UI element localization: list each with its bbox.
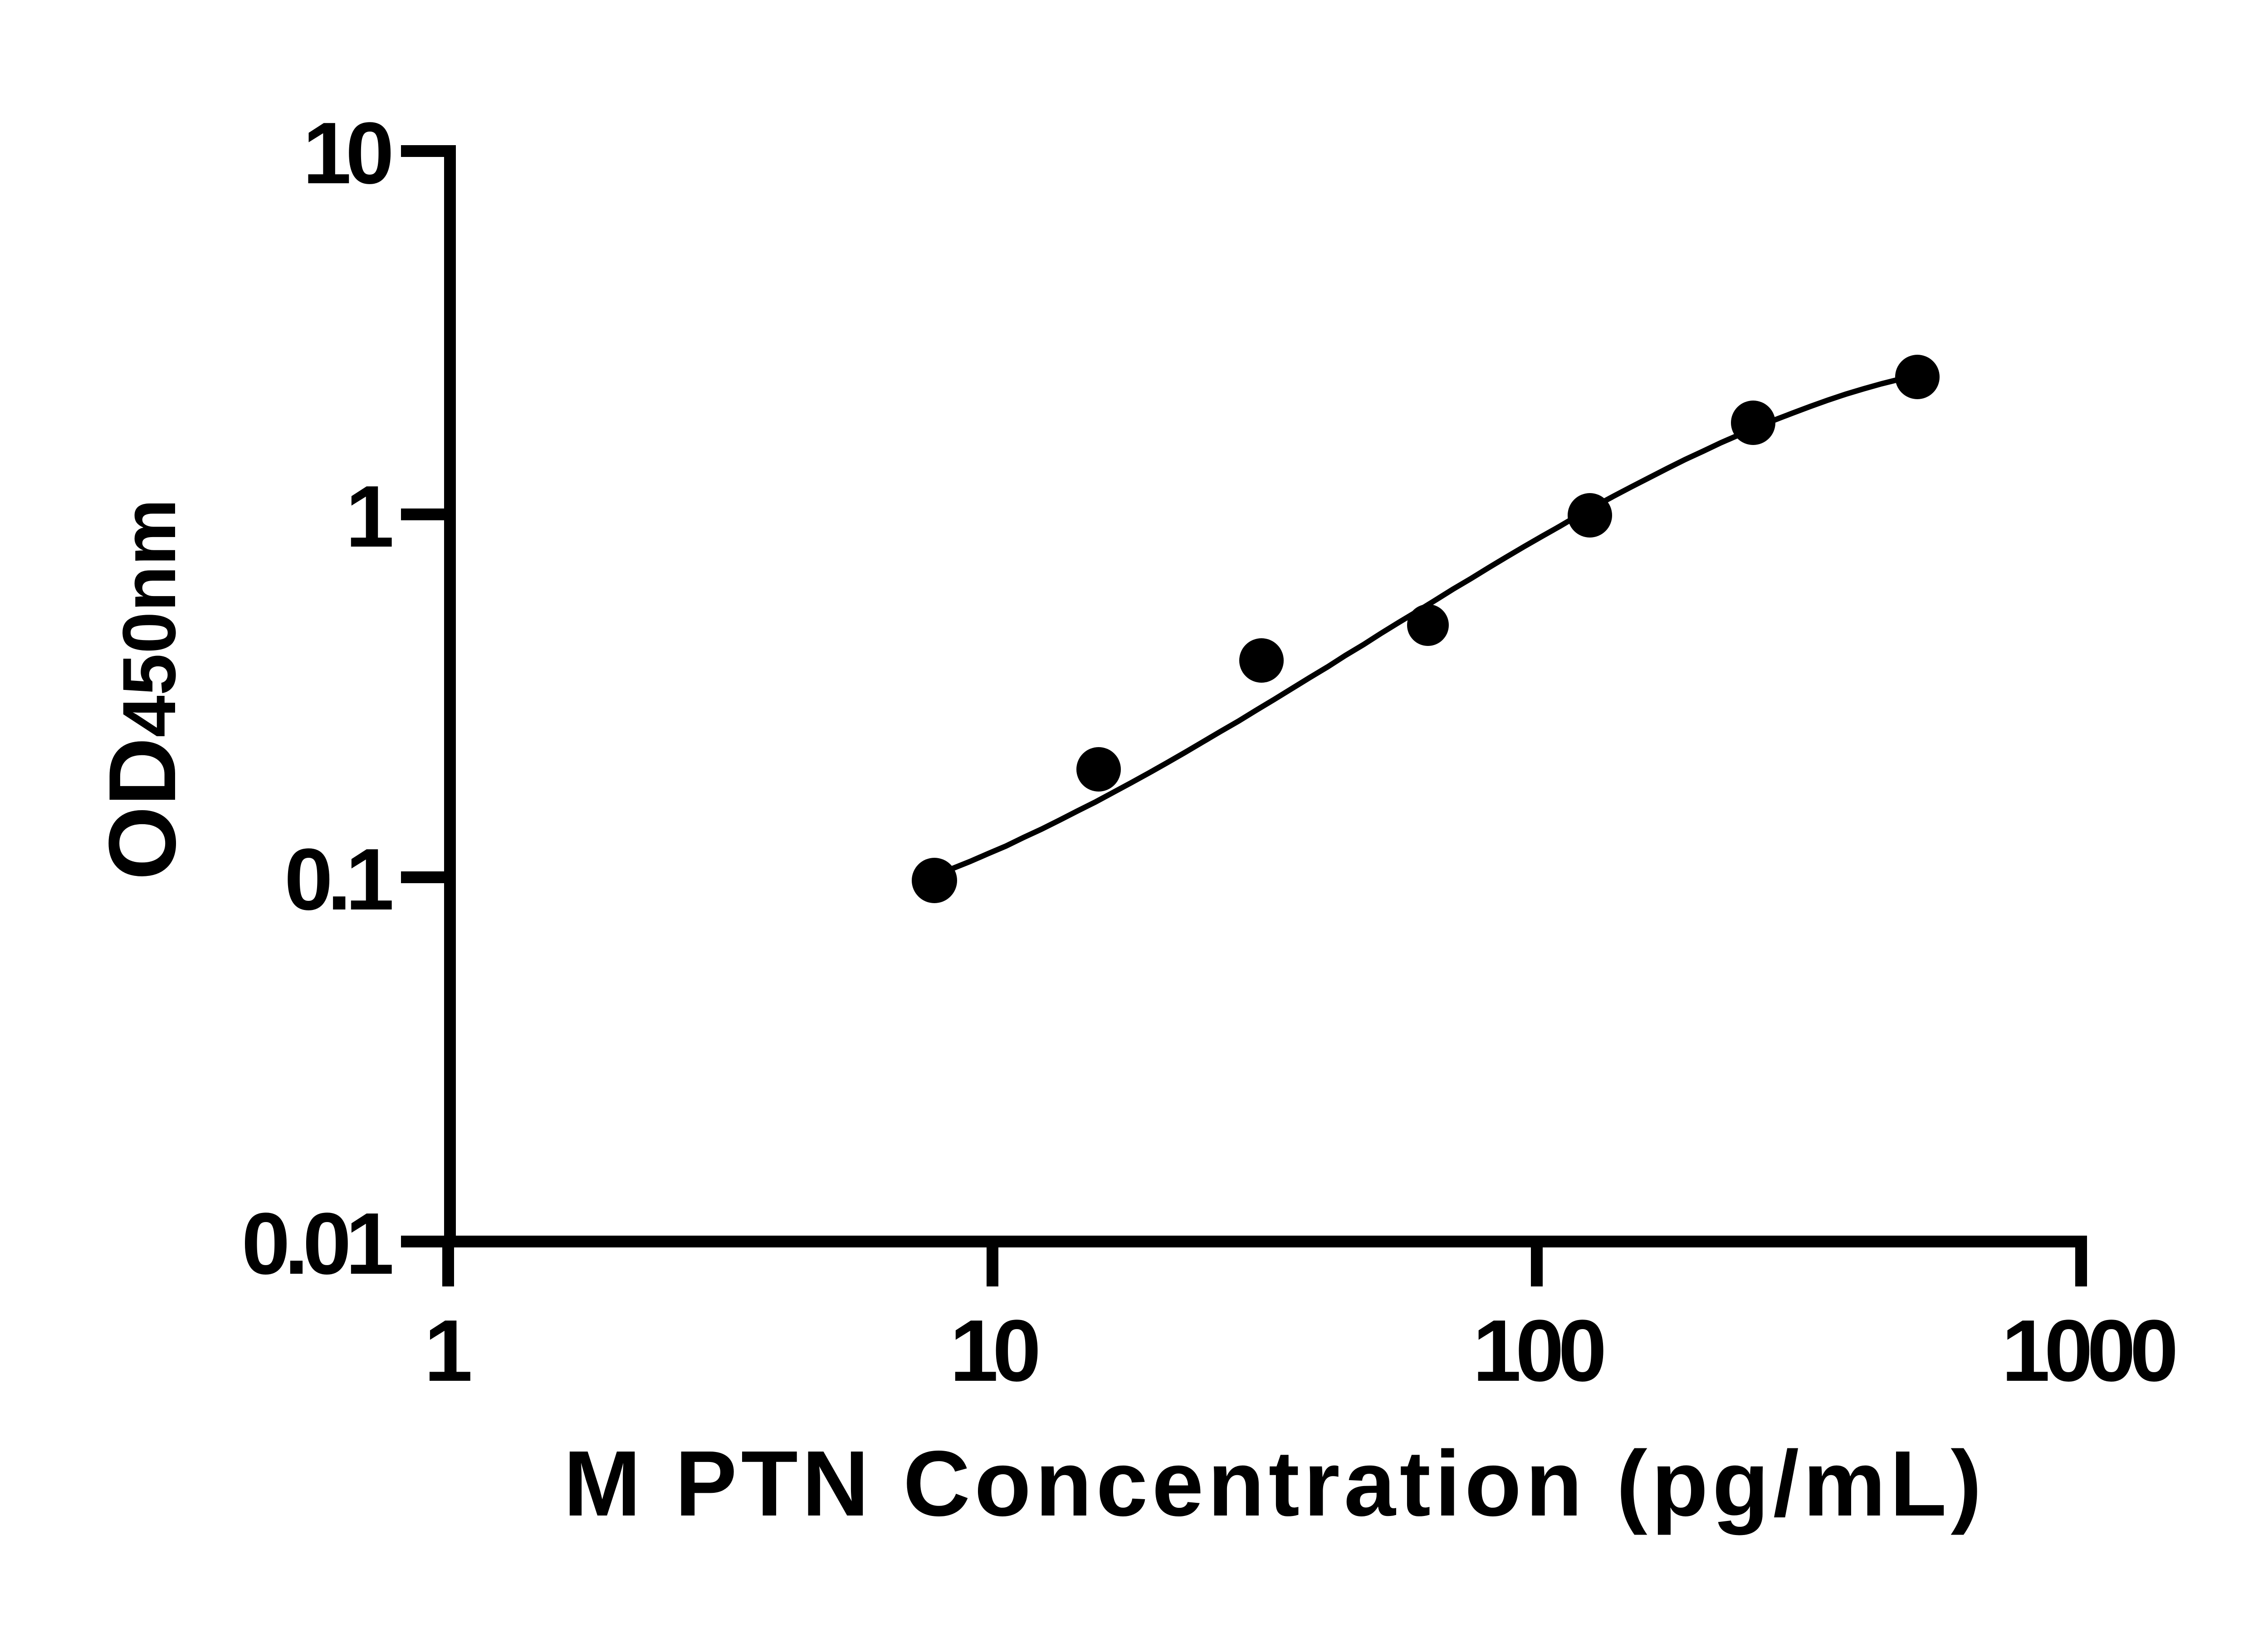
- svg-text:100: 100: [1472, 1301, 1603, 1399]
- svg-text:1: 1: [424, 1301, 470, 1399]
- svg-text:10: 10: [950, 1301, 1038, 1399]
- svg-text:0.1: 0.1: [284, 830, 392, 928]
- svg-text:10: 10: [303, 104, 391, 202]
- svg-text:1000: 1000: [2001, 1301, 2175, 1399]
- svg-text:1: 1: [346, 467, 392, 565]
- svg-text:M PTN Concentration (pg/mL): M PTN Concentration (pg/mL): [563, 1432, 1986, 1535]
- svg-text:0.01: 0.01: [241, 1194, 391, 1292]
